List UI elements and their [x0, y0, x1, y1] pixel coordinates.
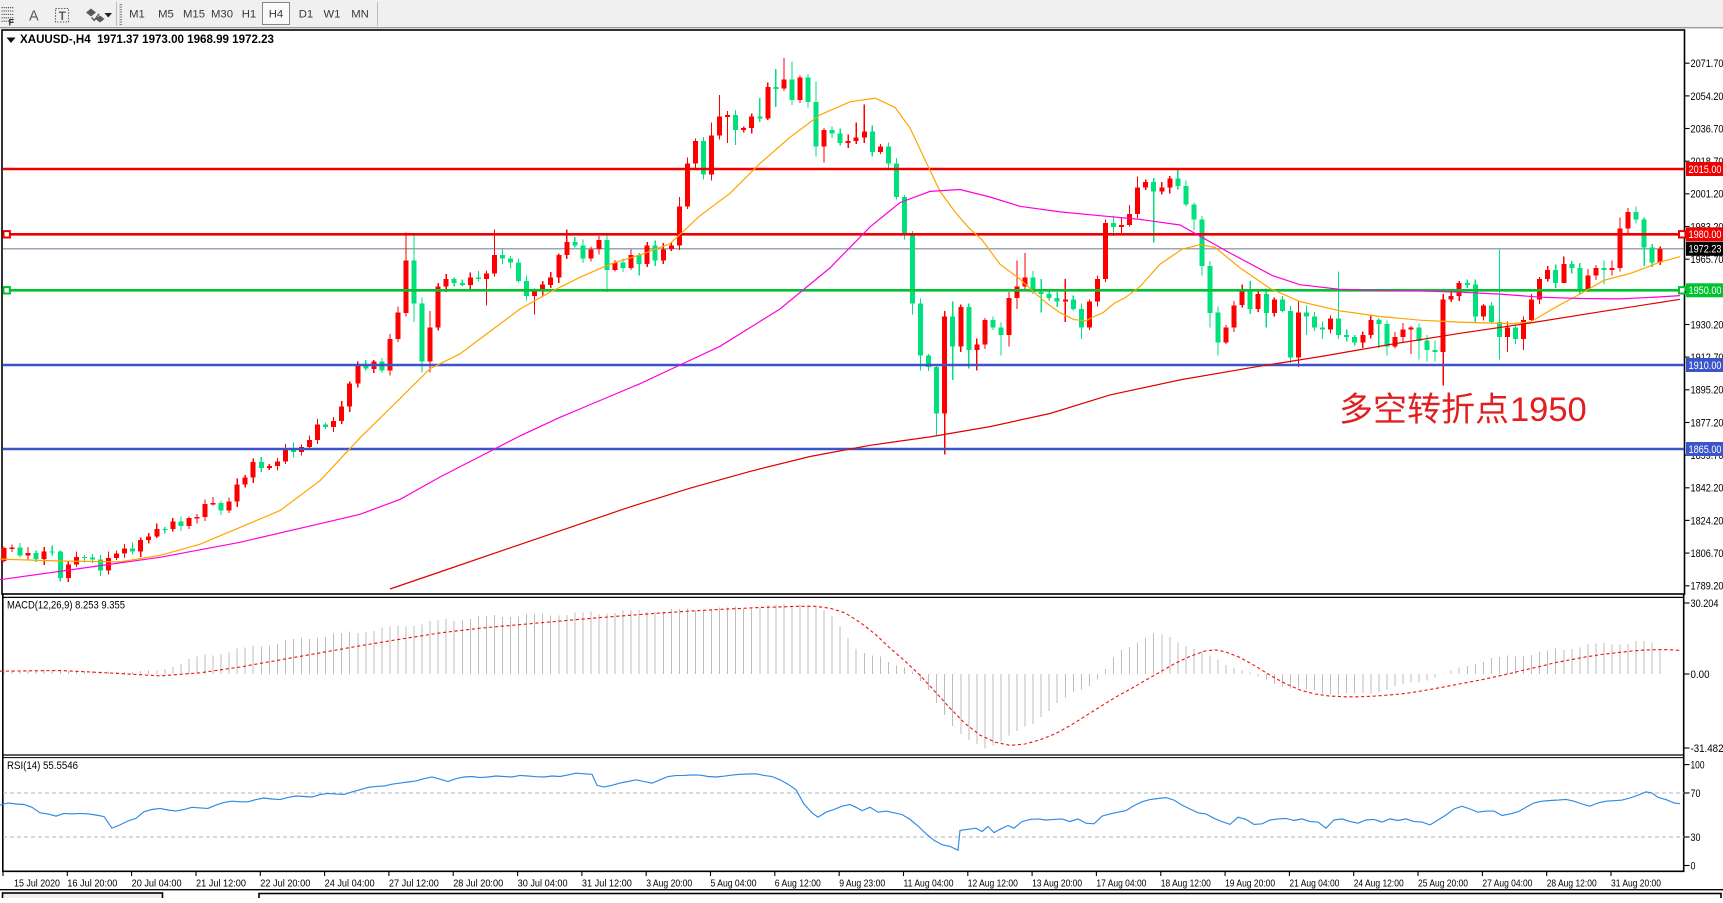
svg-text:1865.00: 1865.00 [1689, 444, 1722, 456]
svg-text:2015.00: 2015.00 [1689, 164, 1722, 176]
svg-text:24 Jul 04:00: 24 Jul 04:00 [325, 878, 375, 890]
svg-text:19 Aug 20:00: 19 Aug 20:00 [1225, 878, 1275, 890]
svg-text:16 Jul 20:00: 16 Jul 20:00 [67, 878, 117, 890]
svg-text:M1: M1 [129, 9, 145, 21]
svg-text:M30: M30 [211, 9, 233, 21]
svg-text:30: 30 [1691, 832, 1701, 844]
svg-text:XAUUSD-,H4 1971.37 1973.00 19: XAUUSD-,H4 1971.37 1973.00 1968.99 1972.… [20, 34, 274, 46]
svg-text:13 Aug 20:00: 13 Aug 20:00 [1032, 878, 1082, 890]
svg-text:3 Aug 20:00: 3 Aug 20:00 [646, 878, 692, 890]
svg-text:6 Aug 12:00: 6 Aug 12:00 [775, 878, 821, 890]
svg-text:1789.20: 1789.20 [1691, 581, 1723, 593]
svg-text:1910.00: 1910.00 [1689, 360, 1722, 372]
svg-text:28 Aug 12:00: 28 Aug 12:00 [1547, 878, 1597, 890]
svg-text:1980.00: 1980.00 [1689, 229, 1722, 241]
svg-text:30 Jul 04:00: 30 Jul 04:00 [518, 878, 568, 890]
svg-text:17 Aug 04:00: 17 Aug 04:00 [1096, 878, 1146, 890]
svg-text:31 Jul 12:00: 31 Jul 12:00 [582, 878, 632, 890]
svg-text:W1: W1 [324, 9, 341, 21]
svg-text:2001.20: 2001.20 [1691, 189, 1723, 201]
svg-text:-31.482: -31.482 [1691, 743, 1723, 755]
svg-text:30.204: 30.204 [1691, 598, 1719, 610]
svg-text:28 Jul 20:00: 28 Jul 20:00 [453, 878, 503, 890]
svg-text:27 Aug 04:00: 27 Aug 04:00 [1482, 878, 1532, 890]
svg-text:11 Aug 04:00: 11 Aug 04:00 [904, 878, 954, 890]
svg-text:1806.70: 1806.70 [1691, 548, 1723, 560]
svg-text:M15: M15 [183, 9, 205, 21]
svg-text:1895.20: 1895.20 [1691, 385, 1723, 397]
svg-text:2054.20: 2054.20 [1691, 91, 1723, 103]
svg-text:70: 70 [1691, 788, 1701, 800]
svg-text:1950.00: 1950.00 [1689, 285, 1722, 297]
svg-text:5 Aug 04:00: 5 Aug 04:00 [711, 878, 757, 890]
svg-text:21 Jul 12:00: 21 Jul 12:00 [196, 878, 246, 890]
svg-text:21 Aug 04:00: 21 Aug 04:00 [1289, 878, 1339, 890]
svg-text:M5: M5 [158, 9, 174, 21]
svg-text:9 Aug 23:00: 9 Aug 23:00 [839, 878, 885, 890]
svg-text:H4: H4 [269, 9, 283, 21]
svg-text:1950: 1950 [1510, 391, 1587, 429]
svg-text:0.00: 0.00 [1691, 669, 1710, 681]
svg-text:18 Aug 12:00: 18 Aug 12:00 [1161, 878, 1211, 890]
svg-text:0: 0 [1691, 860, 1696, 872]
svg-text:24 Aug 12:00: 24 Aug 12:00 [1354, 878, 1404, 890]
svg-text:25 Aug 20:00: 25 Aug 20:00 [1418, 878, 1468, 890]
svg-text:27 Jul 12:00: 27 Jul 12:00 [389, 878, 439, 890]
svg-text:RSI(14) 55.5546: RSI(14) 55.5546 [7, 760, 78, 772]
svg-text:20 Jul 04:00: 20 Jul 04:00 [132, 878, 182, 890]
svg-text:2071.70: 2071.70 [1691, 58, 1723, 70]
svg-text:H1: H1 [242, 9, 256, 21]
svg-text:A: A [29, 9, 39, 25]
svg-text:F: F [9, 18, 15, 28]
svg-text:1965.70: 1965.70 [1691, 254, 1723, 266]
svg-text:1842.20: 1842.20 [1691, 483, 1723, 495]
svg-text:MACD(12,26,9) 8.253 9.355: MACD(12,26,9) 8.253 9.355 [7, 600, 125, 612]
svg-text:MN: MN [351, 9, 369, 21]
svg-text:D1: D1 [299, 9, 313, 21]
svg-text:1930.20: 1930.20 [1691, 319, 1723, 331]
svg-text:100: 100 [1691, 760, 1705, 772]
svg-text:2036.70: 2036.70 [1691, 123, 1723, 135]
svg-text:22 Jul 20:00: 22 Jul 20:00 [260, 878, 310, 890]
svg-text:15 Jul 2020: 15 Jul 2020 [14, 878, 60, 890]
svg-text:1972.23: 1972.23 [1689, 244, 1722, 256]
svg-text:31 Aug 20:00: 31 Aug 20:00 [1611, 878, 1661, 890]
svg-text:1824.20: 1824.20 [1691, 515, 1723, 527]
svg-text:12 Aug 12:00: 12 Aug 12:00 [968, 878, 1018, 890]
svg-text:T: T [59, 11, 66, 23]
svg-text:1877.20: 1877.20 [1691, 417, 1723, 429]
